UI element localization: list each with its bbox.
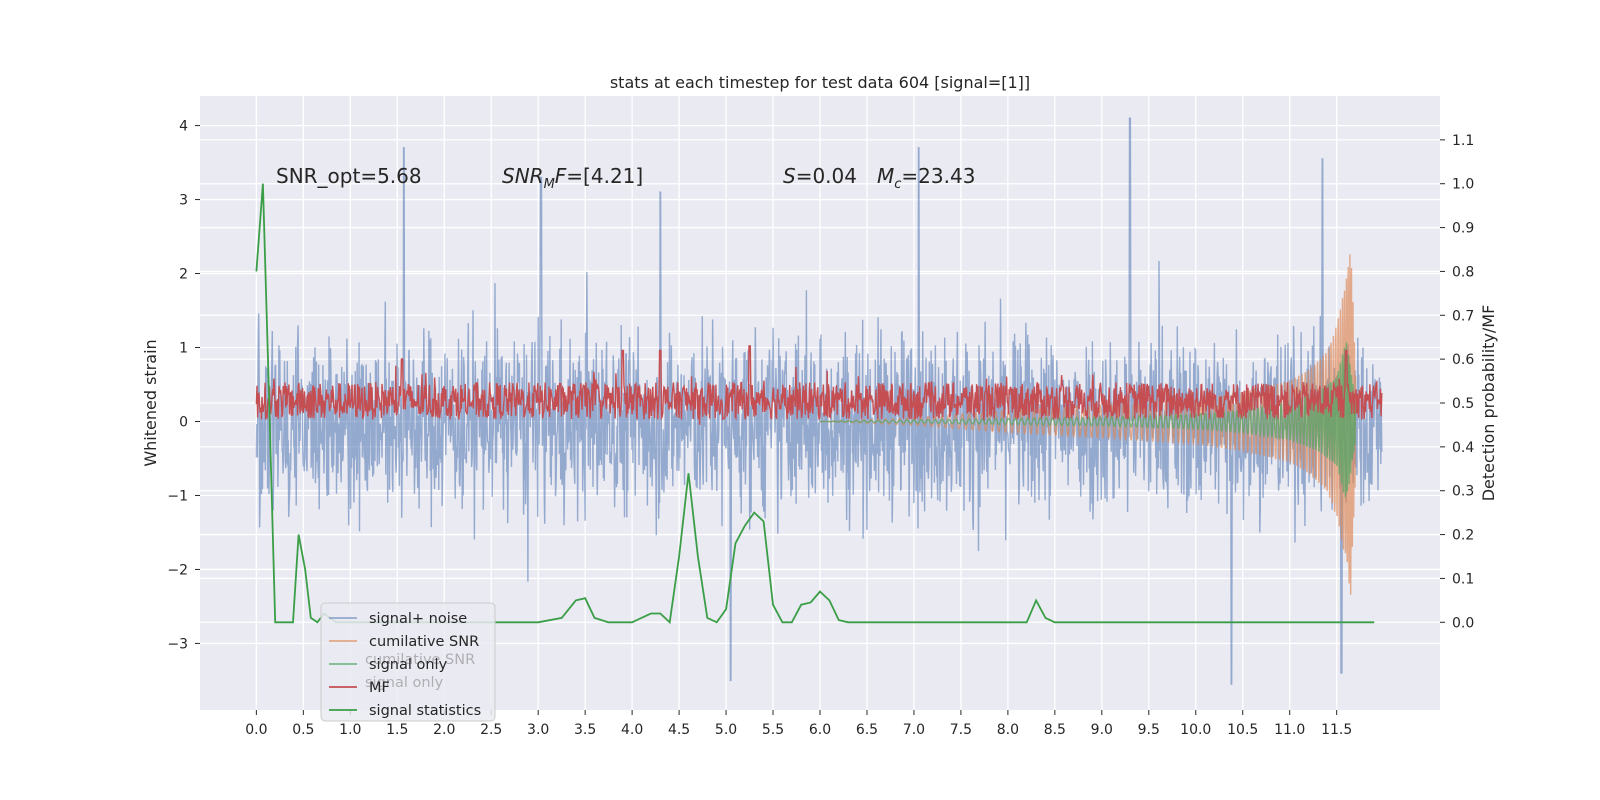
legend-label: signal+ noise [369, 611, 467, 627]
y2-tick-label: 0.1 [1452, 571, 1474, 587]
x-tick-label: 6.5 [856, 722, 878, 738]
x-tick-label: 3.5 [574, 722, 596, 738]
annotation-mc: Mc=23.43 [877, 164, 975, 192]
x-tick-label: 0.5 [292, 722, 314, 738]
x-tick-label: 4.0 [621, 722, 643, 738]
x-tick-label: 5.5 [762, 722, 784, 738]
x-tick-label: 11.5 [1321, 722, 1352, 738]
x-tick-label: 10.0 [1180, 722, 1211, 738]
x-tick-label: 1.0 [339, 722, 361, 738]
x-tick-label: 9.0 [1091, 722, 1113, 738]
y2-tick-label: 1.1 [1452, 133, 1474, 149]
y-tick-label: 0 [179, 414, 188, 430]
y-tick-label: 3 [179, 193, 188, 209]
x-tick-label: 7.0 [903, 722, 925, 738]
mf-line [255, 345, 1383, 425]
x-tick-label: 8.0 [997, 722, 1019, 738]
annotation-snr-opt: SNR_opt=5.68 [276, 164, 422, 188]
y-tick-label: −3 [167, 636, 188, 652]
y2-tick-label: 1.0 [1452, 177, 1474, 193]
legend-label: MF [369, 680, 390, 696]
annotation-s: S=0.04 [783, 164, 857, 188]
x-tick-label: 7.5 [950, 722, 972, 738]
signal-statistics-line [255, 183, 1375, 625]
y-tick-label: 1 [179, 341, 188, 357]
legend-ghost-cumulative-snr: cumilative SNR [365, 652, 475, 668]
y2-tick-label: 0.6 [1452, 352, 1474, 368]
y-tick-label: 4 [179, 119, 188, 135]
y2-tick-label: 0.9 [1452, 221, 1474, 237]
legend-label: signal only [369, 657, 448, 673]
legend-box [320, 602, 496, 722]
x-tick-label: 0.0 [245, 722, 267, 738]
x-tick-label: 6.0 [809, 722, 831, 738]
y-tick-label: −1 [167, 488, 188, 504]
y2-tick-label: 0.3 [1452, 484, 1474, 500]
y2-tick-label: 0.2 [1452, 528, 1474, 544]
legend-label: cumilative SNR [369, 634, 479, 650]
x-tick-label: 10.5 [1227, 722, 1258, 738]
data-layer [255, 117, 1383, 685]
y2-tick-label: 0.4 [1452, 440, 1474, 456]
annotation-snr-mf: SNRMF=[4.21] [502, 164, 643, 192]
y2-tick-label: 0.0 [1452, 615, 1474, 631]
y2-axis-label: Detection probability/MF [1479, 305, 1498, 502]
x-tick-label: 3.0 [527, 722, 549, 738]
legend-label: signal statistics [369, 703, 481, 719]
y-tick-label: −2 [167, 562, 188, 578]
y-tick-label: 2 [179, 267, 188, 283]
x-tick-label: 4.5 [668, 722, 690, 738]
y2-tick-label: 0.7 [1452, 308, 1474, 324]
legend-ghost-signal-only: signal only [365, 675, 444, 691]
y2-tick-label: 0.8 [1452, 264, 1474, 280]
x-tick-label: 2.0 [433, 722, 455, 738]
ticks: 0.0 0.5 1.0 1.5 2.0 2.5 3.0 3.5 4.0 4.5 5.0 5.5 6.0 6… [167, 119, 1474, 738]
x-tick-label: 9.5 [1138, 722, 1160, 738]
x-tick-label: 1.5 [386, 722, 408, 738]
x-tick-label: 11.0 [1274, 722, 1305, 738]
chart-title: stats at each timestep for test data 604… [610, 73, 1030, 92]
x-tick-label: 2.5 [480, 722, 502, 738]
x-tick-label: 5.0 [715, 722, 737, 738]
x-tick-label: 8.5 [1044, 722, 1066, 738]
legend: cumilative SNR signal only signal+ noise… [320, 602, 496, 722]
y2-tick-label: 0.5 [1452, 396, 1474, 412]
y-axis-label: Whitened strain [141, 339, 160, 466]
